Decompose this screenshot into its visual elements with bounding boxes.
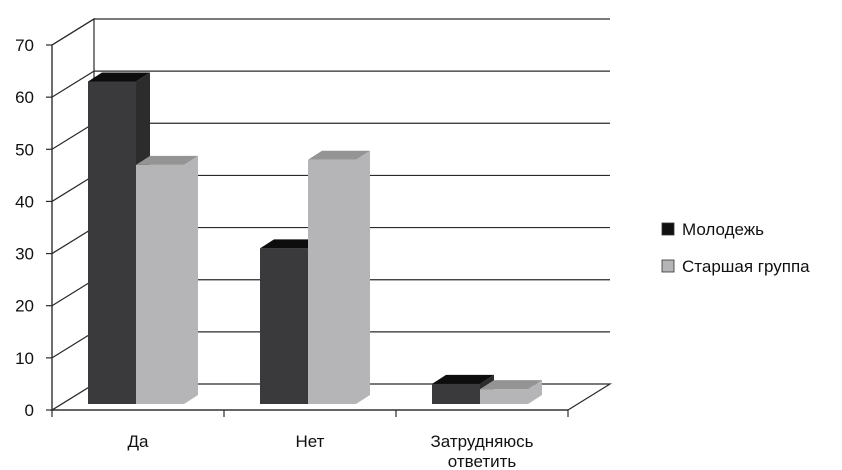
side-wall <box>51 17 95 412</box>
y-tick-label: 70 <box>15 36 34 55</box>
bar-front <box>136 164 184 404</box>
y-tick-label: 50 <box>15 140 34 159</box>
legend: Молодежь Старшая группа <box>661 220 810 276</box>
gridline <box>51 18 610 46</box>
y-axis: 0 10 20 30 40 50 60 70 <box>15 36 53 420</box>
bar-top <box>432 374 494 384</box>
bar-side <box>528 380 542 404</box>
gridline <box>51 70 610 98</box>
y-tick-label: 60 <box>15 88 34 107</box>
bar-top <box>308 150 370 160</box>
bar-front <box>308 159 356 404</box>
bar-older-1 <box>308 150 370 404</box>
bar-top <box>88 72 150 82</box>
legend-swatch <box>661 259 675 273</box>
bar-top <box>260 239 322 249</box>
legend-swatch <box>661 222 675 236</box>
bar-older-0 <box>136 155 198 404</box>
chart-walls <box>51 17 95 412</box>
bar-top <box>480 380 542 390</box>
bar-top <box>136 155 198 165</box>
bars <box>88 72 542 404</box>
y-tick-label: 0 <box>25 401 34 420</box>
x-category-label: ответить <box>448 452 517 470</box>
bar-front <box>88 81 136 404</box>
legend-label: Молодежь <box>682 220 764 239</box>
legend-label: Старшая группа <box>682 257 810 276</box>
bar-front <box>260 248 308 404</box>
x-category-label: Нет <box>296 432 325 451</box>
bar-side <box>184 155 198 404</box>
bar-older-2 <box>480 380 542 404</box>
x-category-label: Затрудняюсь <box>431 432 534 451</box>
y-tick-label: 40 <box>15 192 34 211</box>
bar-front <box>432 383 480 404</box>
bar-side <box>356 150 370 404</box>
y-tick-label: 30 <box>15 245 34 264</box>
y-tick-label: 20 <box>15 297 34 316</box>
bar-front <box>480 389 528 404</box>
x-category-label: Да <box>128 432 150 451</box>
y-tick-label: 10 <box>15 349 34 368</box>
